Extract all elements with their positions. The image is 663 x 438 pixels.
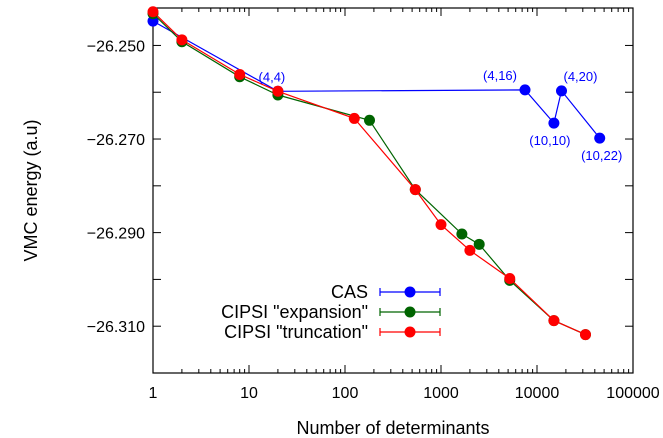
data-point-cipsi-expansion bbox=[364, 114, 376, 126]
series-line-cipsi-truncation bbox=[152, 11, 586, 336]
legend-label-cipsi-expansion: CIPSI "expansion" bbox=[221, 302, 368, 322]
y-axis-label: VMC energy (a.u) bbox=[21, 119, 41, 261]
data-point-cas bbox=[548, 117, 560, 129]
x-tick-label: 100 bbox=[332, 385, 359, 402]
x-tick-label: 100000 bbox=[606, 385, 659, 402]
data-point-cipsi-truncation bbox=[176, 34, 188, 46]
data-point-cipsi-truncation bbox=[272, 85, 284, 97]
x-tick-label: 10 bbox=[240, 385, 258, 402]
data-point-cipsi-truncation bbox=[435, 219, 447, 231]
x-tick-label: 10000 bbox=[515, 385, 560, 402]
series-line-cas bbox=[152, 20, 601, 139]
x-tick-label: 1000 bbox=[423, 385, 459, 402]
annotation-label: (4,16) bbox=[483, 68, 517, 83]
data-point-cipsi-truncation bbox=[348, 112, 360, 124]
annotation-label: (10,10) bbox=[529, 133, 570, 148]
x-tick-label: 1 bbox=[149, 385, 158, 402]
data-point-cipsi-truncation bbox=[409, 184, 421, 196]
data-point-cas bbox=[519, 84, 531, 96]
annotation-label: (4,4) bbox=[259, 69, 286, 84]
x-axis-label: Number of determinants bbox=[296, 418, 489, 438]
legend-marker-cipsi-truncation bbox=[404, 326, 416, 338]
plot-frame bbox=[152, 7, 634, 374]
legend-marker-cipsi-expansion bbox=[404, 306, 416, 318]
legend-label-cipsi-truncation: CIPSI "truncation" bbox=[224, 322, 368, 342]
data-point-cipsi-truncation bbox=[548, 315, 560, 327]
legend-marker-cas bbox=[404, 286, 416, 298]
y-tick-label: −26.310 bbox=[87, 319, 145, 336]
legend-label-cas: CAS bbox=[331, 282, 368, 302]
y-tick-label: −26.270 bbox=[87, 132, 145, 149]
annotation-label: (4,20) bbox=[564, 69, 598, 84]
data-point-cipsi-truncation bbox=[504, 272, 516, 284]
data-point-cipsi-expansion bbox=[473, 238, 485, 250]
data-point-cipsi-expansion bbox=[456, 228, 468, 240]
data-point-cas bbox=[556, 85, 568, 97]
data-point-cipsi-truncation bbox=[579, 329, 591, 341]
data-point-cipsi-truncation bbox=[147, 6, 159, 18]
data-point-cipsi-truncation bbox=[464, 244, 476, 256]
data-point-cas bbox=[594, 132, 606, 144]
y-tick-label: −26.250 bbox=[87, 38, 145, 55]
data-point-cipsi-truncation bbox=[234, 68, 246, 80]
annotation-label: (10,22) bbox=[581, 148, 622, 163]
y-tick-label: −26.290 bbox=[87, 226, 145, 243]
